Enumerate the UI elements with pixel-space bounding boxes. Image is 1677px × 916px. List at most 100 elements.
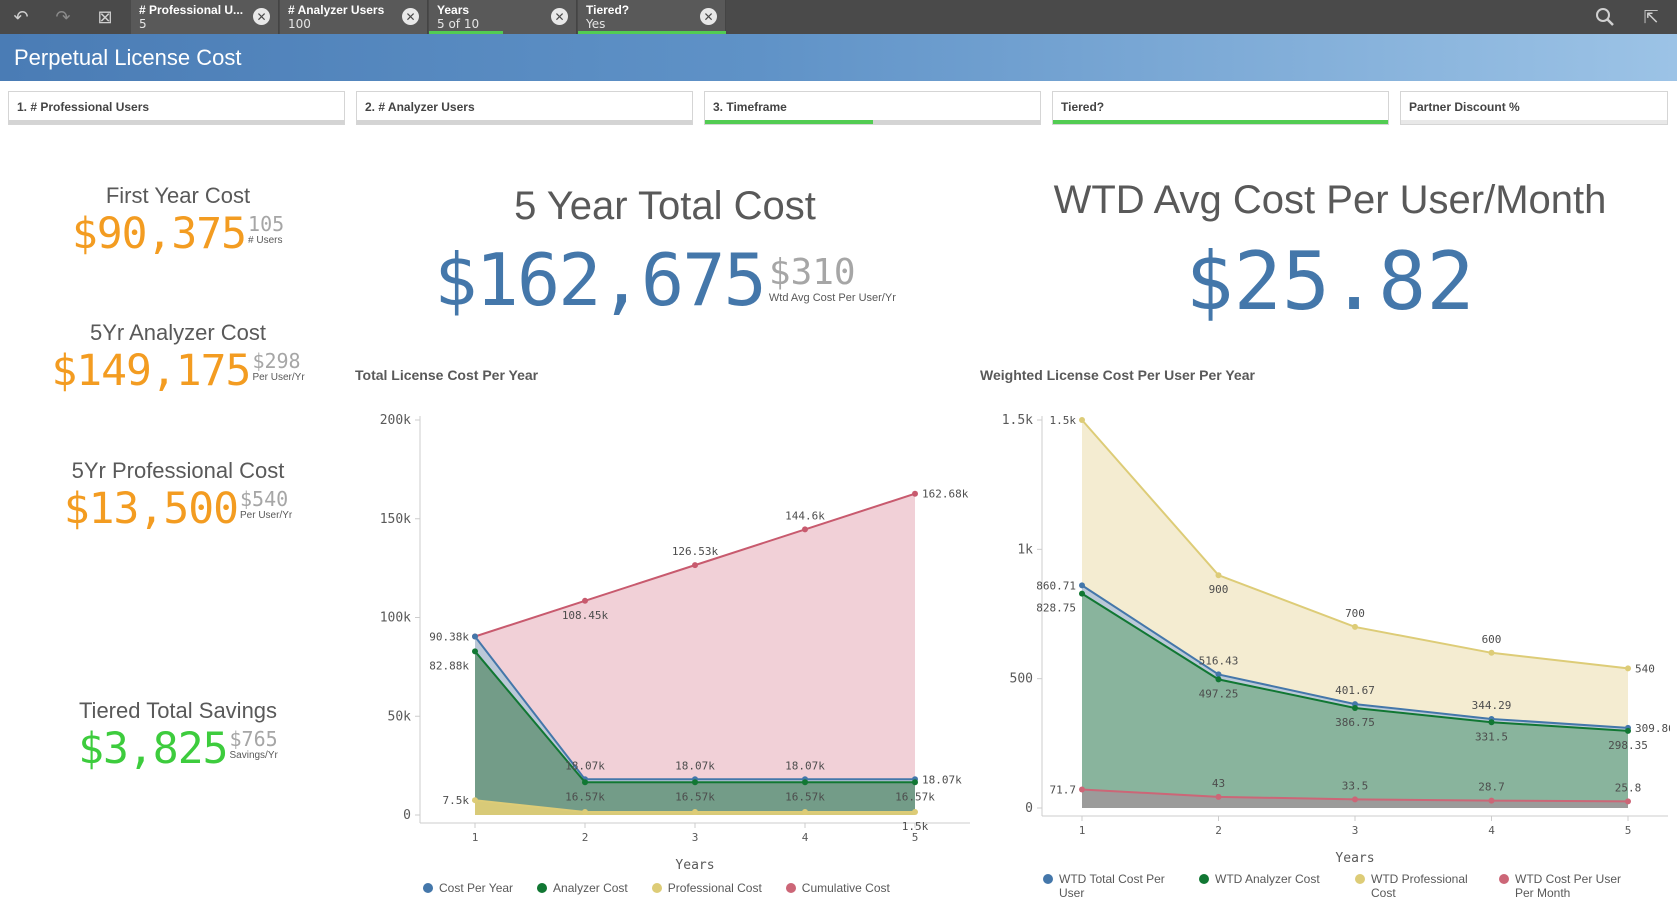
data-label: 344.29 — [1472, 699, 1512, 712]
filter-tiered[interactable]: Tiered? — [1052, 91, 1389, 125]
filter-timeframe[interactable]: 3. Timeframe — [704, 91, 1041, 125]
data-label: 700 — [1345, 607, 1365, 620]
data-label: 33.5 — [1342, 779, 1369, 792]
page-title: Perpetual License Cost — [14, 45, 242, 70]
data-label: 16.57k — [895, 790, 935, 803]
kpi-wtd-avg-title: WTD Avg Cost Per User/Month — [1053, 178, 1607, 222]
legend-item-wtd-analyzer-cost[interactable]: WTD Analyzer Cost — [1199, 872, 1339, 900]
data-label: 1.5k — [902, 820, 929, 833]
kpi-tiered-savings: Tiered Total Savings $3,825 $765 Savings… — [30, 698, 326, 772]
legend-item-professional-cost[interactable]: Professional Cost — [651, 881, 762, 895]
data-point — [1079, 582, 1085, 589]
series-area — [475, 493, 915, 815]
selection-value: 100 — [288, 17, 311, 31]
data-point — [1079, 786, 1085, 793]
step-forward-icon[interactable]: ↷ — [55, 6, 71, 27]
data-point — [802, 809, 808, 816]
legend-item-cumulative-cost[interactable]: Cumulative Cost — [785, 881, 890, 895]
legend-dot — [1355, 874, 1365, 884]
data-label: 309.86 — [1635, 722, 1670, 735]
x-axis-title: Years — [1335, 851, 1374, 865]
kpi-sub-label: # Users — [248, 235, 283, 246]
x-tick-label: 1 — [472, 831, 479, 844]
data-point — [1352, 704, 1358, 711]
data-label: 16.57k — [675, 790, 715, 803]
kpi-wtd-avg-value: $25.82 — [1185, 235, 1475, 328]
data-label: 386.75 — [1335, 716, 1375, 729]
kpi-total-value: $162,675 — [434, 238, 767, 322]
chart-weighted-license-cost[interactable]: 0 500 1k 1.5k 1 2 3 4 5 Years 1.5k 900 700 600 540 860.… — [980, 400, 1670, 865]
data-label: 7.5k — [443, 794, 470, 807]
selections-tool-icon[interactable]: ⇱ — [1643, 6, 1659, 27]
filter-bar — [1401, 120, 1667, 124]
legend-item-wtd-professional-cost[interactable]: WTD Professional Cost — [1355, 872, 1483, 900]
y-tick-label: 1k — [1017, 542, 1033, 557]
data-label: 18.07k — [675, 759, 715, 772]
legend-label: WTD Cost Per User Per Month — [1515, 872, 1622, 900]
data-label: 18.07k — [922, 773, 962, 786]
close-icon[interactable]: ✕ — [551, 8, 568, 25]
selection-value: 5 of 10 — [437, 17, 480, 31]
data-label: 401.67 — [1335, 684, 1375, 697]
data-point — [582, 779, 588, 786]
x-tick-label: 1 — [1079, 824, 1086, 837]
legend-label: Cost Per Year — [439, 881, 514, 895]
y-tick-label: 0 — [1025, 801, 1033, 816]
x-tick-label: 3 — [692, 831, 699, 844]
step-back-icon[interactable]: ↶ — [13, 6, 29, 27]
data-point — [802, 779, 808, 786]
legend-item-analyzer-cost[interactable]: Analyzer Cost — [537, 881, 628, 895]
x-tick-label: 4 — [802, 831, 809, 844]
search-icon[interactable] — [1592, 5, 1618, 29]
series-area — [1082, 593, 1628, 808]
chart-total-license-cost[interactable]: 0 50k 100k 150k 200k 1 2 3 4 5 Years 108.45k 126.53k… — [355, 400, 975, 870]
data-point — [802, 526, 808, 533]
selection-chip-professional-users[interactable]: # Professional U... 5 ✕ — [131, 0, 279, 34]
x-tick-label: 2 — [582, 831, 589, 844]
x-tick-label: 3 — [1352, 824, 1359, 837]
legend-item-cost-per-year[interactable]: Cost Per Year — [423, 881, 513, 895]
data-point — [1215, 676, 1222, 683]
legend-item-wtd-total-cost[interactable]: WTD Total Cost Per User — [1043, 872, 1183, 900]
legend-dot — [537, 883, 548, 893]
sheet-title-bar: Perpetual License Cost — [0, 34, 1677, 81]
y-tick-label: 50k — [388, 709, 412, 724]
selection-chip-tiered[interactable]: Tiered? Yes ✕ — [578, 0, 726, 34]
y-tick-label: 150k — [380, 512, 411, 527]
kpi-title: First Year Cost — [105, 183, 251, 208]
kpi-value: $149,175 — [51, 346, 251, 396]
selection-chip-analyzer-users[interactable]: # Analyzer Users 100 ✕ — [280, 0, 428, 34]
selection-chip-years[interactable]: Years 5 of 10 ✕ — [429, 0, 577, 34]
legend-label: WTD Total Cost Per User — [1059, 872, 1165, 900]
data-label: 860.71 — [1036, 579, 1076, 592]
chart-2-legend: WTD Total Cost Per User WTD Analyzer Cos… — [1043, 872, 1635, 900]
close-icon[interactable]: ✕ — [700, 8, 717, 25]
legend-dot — [651, 883, 662, 893]
close-icon[interactable]: ✕ — [253, 8, 270, 25]
data-point — [912, 779, 918, 786]
data-label: 828.75 — [1036, 602, 1076, 615]
data-label: 162.68k — [922, 488, 969, 501]
kpi-title: 5Yr Professional Cost — [71, 458, 285, 483]
data-label: 16.57k — [565, 790, 605, 803]
close-icon[interactable]: ✕ — [402, 8, 419, 25]
filter-label: 1. # Professional Users — [17, 100, 150, 114]
data-label: 25.8 — [1615, 781, 1642, 794]
data-label: 298.35 — [1608, 739, 1648, 752]
x-tick-label: 4 — [1488, 824, 1495, 837]
y-tick-label: 200k — [380, 413, 411, 428]
legend-label: Analyzer Cost — [553, 881, 628, 895]
kpi-sub-value: $765 — [229, 727, 278, 751]
data-label: 497.25 — [1199, 687, 1239, 700]
chart-2-title: Weighted License Cost Per User Per Year — [980, 367, 1255, 383]
legend-item-wtd-cost-per-month[interactable]: WTD Cost Per User Per Month — [1499, 872, 1635, 900]
filter-label: Partner Discount % — [1409, 100, 1520, 114]
clear-selections-icon[interactable]: ⊠ — [97, 6, 113, 27]
filter-partner-discount[interactable]: Partner Discount % — [1400, 91, 1668, 125]
legend-dot — [785, 883, 796, 893]
data-label: 28.7 — [1478, 781, 1505, 794]
chart-1-title: Total License Cost Per Year — [355, 367, 539, 383]
filter-professional-users[interactable]: 1. # Professional Users — [8, 91, 345, 125]
filter-analyzer-users[interactable]: 2. # Analyzer Users — [356, 91, 693, 125]
data-label: 108.45k — [562, 609, 609, 622]
